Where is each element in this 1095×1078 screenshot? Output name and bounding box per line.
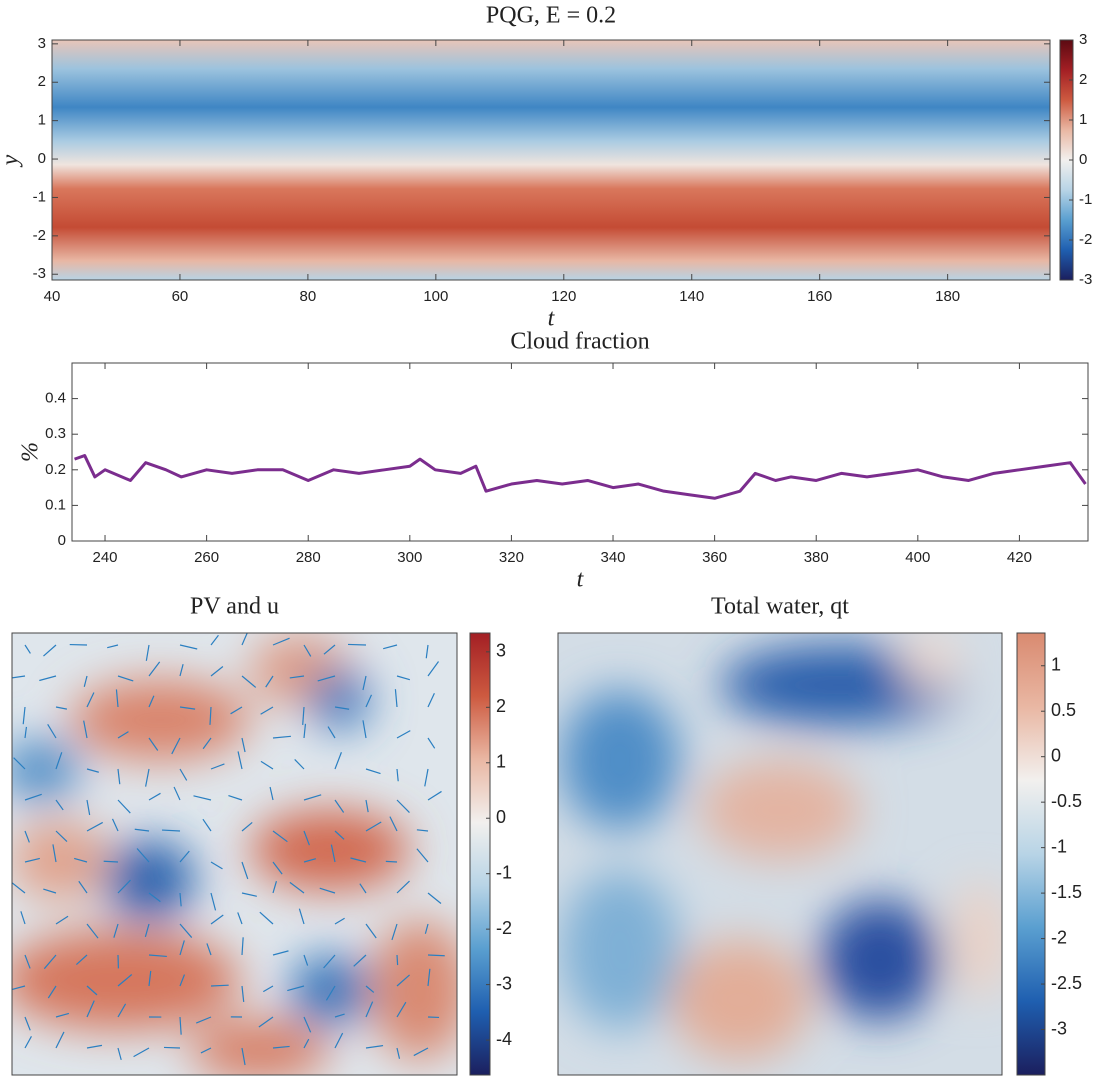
- axes-frame: [71, 362, 1089, 542]
- x-tick-label: 40: [44, 288, 61, 305]
- x-tick-label: 340: [601, 549, 626, 566]
- y-tick-label: 0.4: [45, 390, 66, 407]
- colorbar-tick-label: -0.5: [1051, 791, 1082, 811]
- colorbar-tick-label: -1: [496, 862, 512, 882]
- x-tick-label: 400: [905, 549, 930, 566]
- colorbar-tick-label: -2.5: [1051, 973, 1082, 993]
- colorbar-tick-label: 1: [496, 752, 506, 772]
- chart-title: Cloud fraction: [510, 329, 649, 355]
- colorbar-tick-label: 2: [1079, 71, 1087, 88]
- x-tick-label: 120: [551, 288, 576, 305]
- x-tick-label: 60: [172, 288, 189, 305]
- colorbar-tick-label: -1: [1051, 836, 1067, 856]
- y-tick-label: 0: [38, 150, 46, 167]
- y-tick-label: 0.1: [45, 496, 66, 513]
- y-tick-label: 3: [38, 35, 46, 52]
- x-tick-label: 420: [1007, 549, 1032, 566]
- colorbar-tick-label: 3: [1079, 31, 1087, 48]
- panel-frame: [557, 632, 1003, 1076]
- colorbar-tick-label: 2: [496, 696, 506, 716]
- chart-title: Total water, qt: [711, 594, 849, 620]
- x-tick-label: 260: [194, 549, 219, 566]
- x-tick-label: 360: [702, 549, 727, 566]
- x-tick-label: 240: [93, 549, 118, 566]
- colorbar-tick-label: -1: [1079, 191, 1092, 208]
- chart-title: PV and u: [190, 594, 279, 620]
- x-tick-label: 300: [397, 549, 422, 566]
- y-tick-label: -1: [33, 188, 46, 205]
- x-tick-label: 160: [807, 288, 832, 305]
- x-axis-label: t: [548, 306, 556, 332]
- colorbar: [1016, 632, 1046, 1076]
- colorbar: [469, 632, 491, 1076]
- colorbar-tick-label: 1: [1051, 654, 1061, 674]
- line-series: [74, 454, 1087, 500]
- colorbar-tick-label: -4: [496, 1029, 512, 1049]
- water-field: [558, 633, 1002, 1075]
- field-background: [52, 40, 1050, 280]
- y-tick-label: 1: [38, 112, 46, 129]
- y-tick-label: 2: [38, 73, 46, 90]
- pv-field: [12, 633, 457, 1075]
- x-tick-label: 180: [935, 288, 960, 305]
- y-tick-label: 0: [58, 532, 66, 549]
- x-axis-label: t: [577, 567, 585, 593]
- colorbar-tick-label: -3: [1051, 1018, 1067, 1038]
- colorbar-tick-label: 0: [1051, 745, 1061, 765]
- y-tick-label: -2: [33, 227, 46, 244]
- colorbar-tick-label: -2: [1079, 231, 1092, 248]
- colorbar-tick-label: 3: [496, 641, 506, 661]
- y-tick-label: 0.2: [45, 461, 66, 478]
- y-axis-label: %: [18, 442, 44, 462]
- colorbar-tick-label: 0: [1079, 151, 1087, 168]
- colorbar-tick-label: 0: [496, 807, 506, 827]
- x-tick-label: 320: [499, 549, 524, 566]
- chart-title: PQG, E = 0.2: [486, 3, 616, 29]
- x-tick-label: 280: [296, 549, 321, 566]
- x-tick-label: 80: [300, 288, 317, 305]
- colorbar-tick-label: -1.5: [1051, 882, 1082, 902]
- y-tick-label: -3: [33, 265, 46, 282]
- colorbar-tick-label: -2: [496, 918, 512, 938]
- x-tick-label: 100: [423, 288, 448, 305]
- x-tick-label: 140: [679, 288, 704, 305]
- panel-frame: [11, 632, 458, 1076]
- x-tick-label: 380: [804, 549, 829, 566]
- y-tick-label: 0.3: [45, 425, 66, 442]
- colorbar-tick-label: -3: [1079, 271, 1092, 288]
- colorbar-tick-label: -2: [1051, 927, 1067, 947]
- colorbar-tick-label: 0.5: [1051, 700, 1076, 720]
- colorbar-tick-label: -3: [496, 973, 512, 993]
- y-axis-label: y: [0, 154, 24, 167]
- axes-frame: [51, 39, 1051, 281]
- colorbar-tick-label: 1: [1079, 111, 1087, 128]
